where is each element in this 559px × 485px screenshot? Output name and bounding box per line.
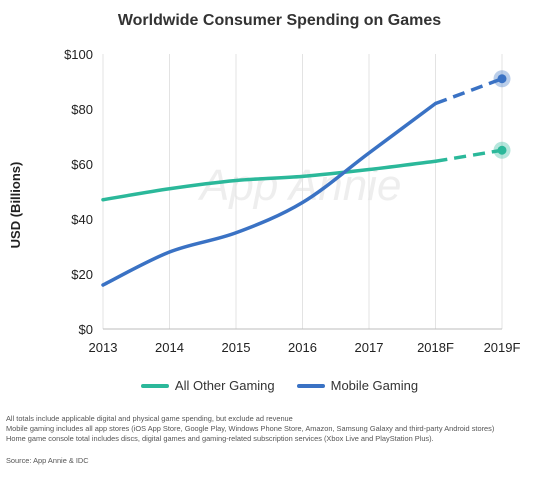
series-line: [101, 101, 438, 287]
footnote: Home game console total includes discs, …: [6, 434, 434, 443]
y-tick-label: $40: [71, 212, 93, 227]
legend-item: All Other Gaming: [140, 378, 275, 393]
legend: All Other Gaming Mobile Gaming: [0, 378, 559, 393]
footnote: Mobile gaming includes all app stores (i…: [6, 424, 495, 433]
x-tick-label: 2016: [288, 340, 317, 355]
legend-swatch: [140, 383, 169, 388]
y-tick-label: $60: [71, 157, 93, 172]
forecast-line: [435, 148, 503, 163]
y-axis-label: USD (Billions): [8, 162, 23, 249]
x-axis: 2013 2014 2015 2016 2017 2018F 2019F: [89, 340, 521, 355]
chart-title: Worldwide Consumer Spending on Games: [117, 12, 442, 29]
legend-label: Mobile Gaming: [330, 378, 419, 393]
y-tick-label: $100: [64, 47, 93, 62]
forecast-line: [434, 77, 503, 106]
legend-swatch: [296, 383, 325, 388]
y-tick-label: $20: [71, 267, 93, 282]
x-tick-label: 2019F: [484, 340, 521, 355]
y-tick-label: $80: [71, 102, 93, 117]
footnote: All totals include applicable digital an…: [6, 414, 293, 423]
forecast-point: [497, 145, 507, 155]
footnotes: All totals include applicable digital an…: [6, 414, 556, 444]
x-tick-label: 2014: [155, 340, 184, 355]
x-tick-label: 2017: [355, 340, 384, 355]
source-note: Source: App Annie & IDC: [6, 456, 89, 465]
series-group: [101, 70, 511, 287]
x-tick-label: 2018F: [417, 340, 454, 355]
x-tick-label: 2013: [89, 340, 118, 355]
forecast-point: [497, 74, 507, 84]
x-tick-label: 2015: [222, 340, 251, 355]
y-axis: $0 $20 $40 $60 $80 $100: [64, 47, 93, 337]
series-line: [101, 159, 438, 202]
y-tick-label: $0: [79, 322, 93, 337]
legend-item: Mobile Gaming: [296, 378, 419, 393]
line-chart: App Annie $0$20$40$60$80$100 2013 2014 201…: [8, 47, 521, 355]
legend-label: All Other Gaming: [174, 378, 275, 393]
